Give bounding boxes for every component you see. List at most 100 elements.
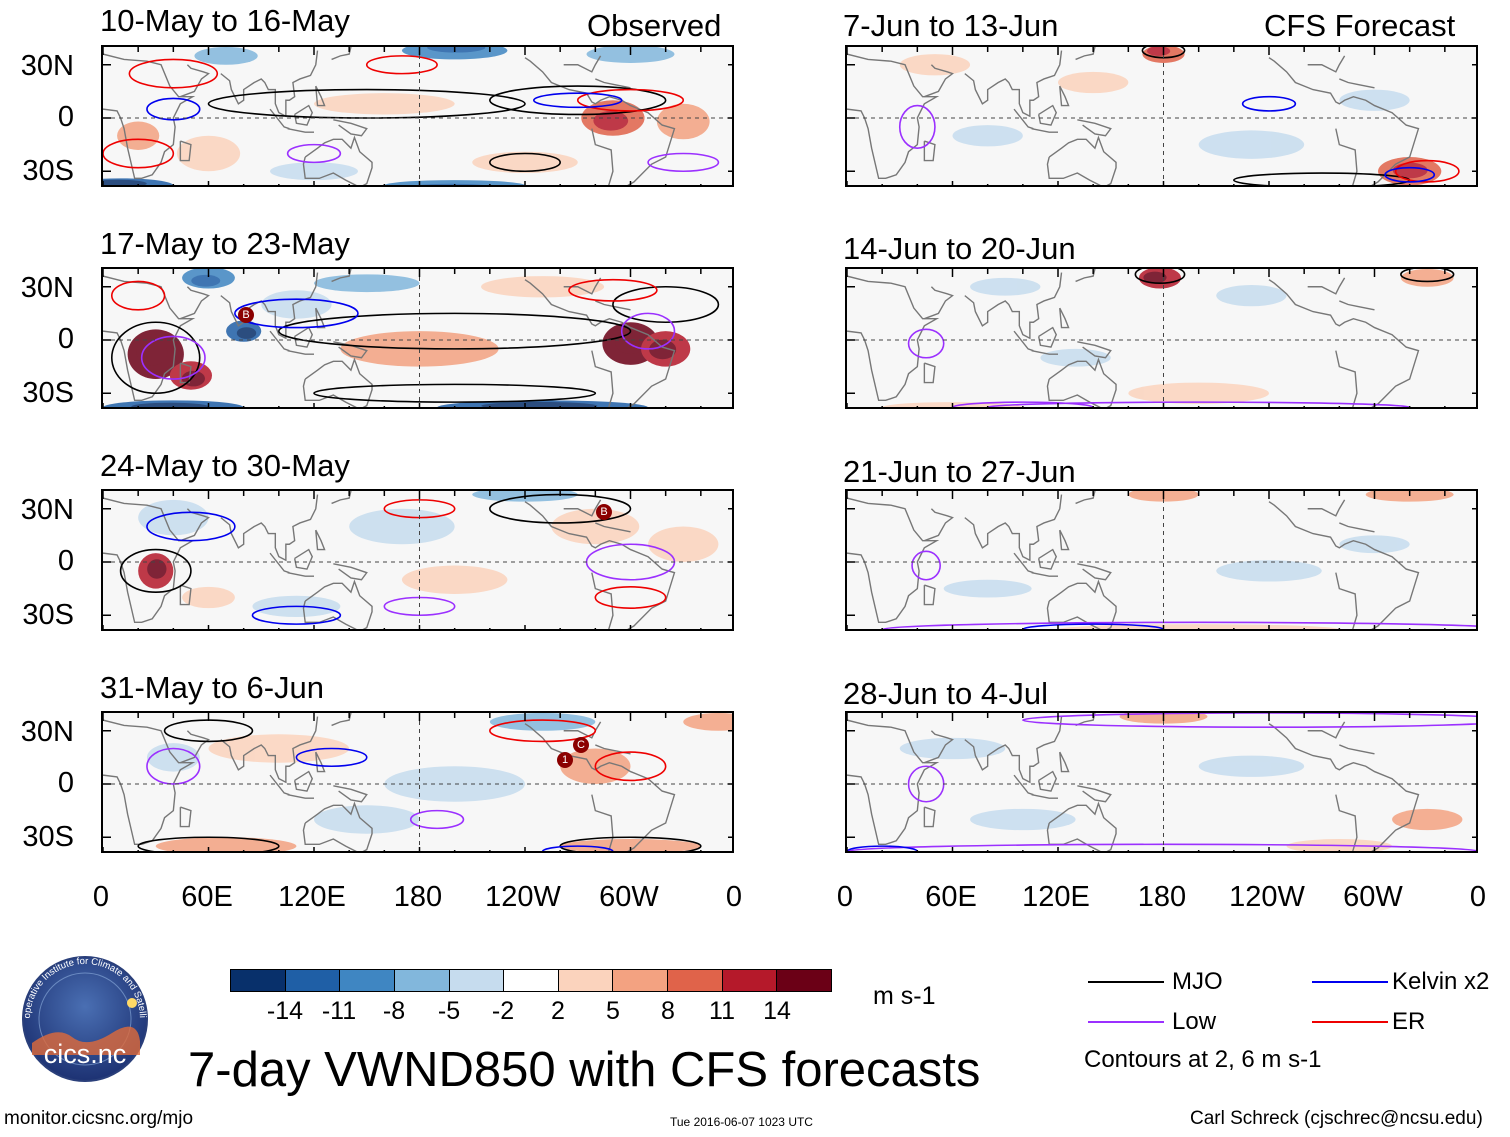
wave-contour	[881, 621, 1476, 629]
wind-anomaly-blob	[970, 277, 1041, 296]
coastline	[287, 127, 314, 133]
wave-contour	[286, 143, 342, 164]
map-panel-fc-1	[845, 45, 1478, 187]
lon-label: 0	[725, 881, 743, 913]
lon-label: 120E	[278, 881, 346, 913]
panel-title-fc-2: 14-Jun to 20-Jun	[843, 231, 1076, 266]
coastline	[1031, 571, 1058, 577]
legend-line-er	[1312, 1021, 1388, 1023]
wind-anomaly-core	[136, 338, 168, 366]
lon-label: 60E	[925, 881, 977, 913]
wave-contour	[647, 152, 720, 173]
coastline	[1059, 529, 1070, 551]
axis-ticks	[103, 491, 732, 629]
wave-contour	[295, 747, 368, 768]
lon-label: 60E	[181, 881, 233, 913]
coastline	[524, 279, 676, 407]
wave-contour	[146, 511, 236, 542]
coastline	[924, 64, 954, 98]
axis-ticks	[847, 269, 1476, 407]
lon-label: 0	[92, 881, 110, 913]
coastline	[269, 330, 290, 352]
coastline	[1031, 349, 1058, 355]
wave-contour	[146, 747, 201, 785]
lat-label-30s: 30S	[22, 377, 74, 409]
coastline	[923, 584, 936, 606]
coastline	[1307, 721, 1346, 739]
wind-anomaly-blob	[138, 499, 209, 536]
coastline	[1031, 793, 1058, 799]
wind-anomaly-core	[427, 47, 486, 53]
wind-anomaly-blob	[1216, 560, 1322, 582]
wind-anomaly-core	[147, 559, 167, 579]
coastline	[287, 349, 314, 355]
coastline	[331, 713, 352, 727]
coastline	[1013, 552, 1034, 574]
wave-contour	[594, 586, 667, 609]
map-panel-fc-3	[845, 489, 1478, 631]
lat-label-30s: 30S	[22, 599, 74, 631]
map-panel-obs-3	[101, 489, 734, 631]
coastline	[1268, 501, 1420, 629]
coastline	[333, 785, 368, 803]
wave-contour	[313, 383, 597, 403]
colorbar-swatch	[504, 970, 559, 991]
coastline	[1339, 744, 1375, 755]
cics-logo-graphic: Cooperative Institute for Climate and Sa…	[9, 947, 148, 1082]
coastline	[964, 50, 1063, 118]
map-panel-obs-2	[101, 267, 734, 409]
wind-anomaly-blob	[1058, 71, 1129, 94]
colorbar-swatch	[449, 970, 505, 991]
colorbar-tick: 8	[661, 997, 675, 1025]
lat-label-30s: 30S	[22, 155, 74, 187]
footer-timestamp: Tue 2016-06-07 1023 UTC	[670, 1115, 813, 1129]
coastline	[1268, 279, 1420, 407]
coastline	[315, 529, 326, 551]
coastline	[1037, 770, 1058, 792]
coastline	[293, 770, 314, 792]
wave-contour	[1241, 95, 1297, 112]
colorbar-tick: -2	[491, 997, 515, 1025]
coastline	[591, 350, 614, 407]
coastlines	[103, 491, 676, 629]
coastline	[1075, 47, 1096, 61]
lon-label: 60W	[1343, 881, 1403, 913]
coastlines	[847, 47, 1420, 185]
coastline	[1075, 491, 1096, 505]
shading-layer	[146, 713, 732, 851]
coastline	[1037, 326, 1058, 348]
wave-contour	[898, 104, 936, 149]
panel-title-fc-4: 28-Jun to 4-Jul	[843, 676, 1049, 711]
wave-contour	[489, 85, 667, 116]
coastline	[1335, 350, 1358, 407]
coastline	[924, 508, 954, 542]
lat-label-eq: 0	[57, 323, 74, 355]
coastlines	[103, 47, 676, 185]
colorbar-swatch	[722, 970, 778, 991]
vwind-field	[847, 713, 1476, 851]
coastline	[923, 140, 936, 162]
coastline	[1339, 522, 1375, 533]
coastline	[315, 85, 326, 107]
vwind-field	[847, 47, 1476, 185]
wave-contour	[951, 401, 1094, 407]
wind-anomaly-blob	[1198, 130, 1305, 159]
coastline	[179, 140, 192, 162]
colorbar-tick: -11	[321, 997, 357, 1025]
wave-contour	[612, 285, 720, 324]
lon-label: 120E	[1022, 881, 1090, 913]
wind-anomaly-blob	[656, 103, 710, 140]
map-background	[847, 269, 1476, 407]
wind-anomaly-blob	[314, 93, 455, 115]
legend-label-mjo: MJO	[1172, 968, 1223, 995]
wave-contour	[907, 328, 945, 359]
footer-source-link[interactable]: monitor.cicsnc.org/mjo	[4, 1108, 194, 1129]
storm-marker: B	[596, 504, 612, 520]
coastline	[302, 357, 373, 407]
wind-anomaly-blob	[1198, 755, 1305, 777]
wave-contour	[251, 605, 342, 625]
storm-marker: B	[238, 307, 254, 323]
lon-label: 0	[1469, 881, 1487, 913]
wave-contour	[103, 138, 175, 169]
lat-label-eq: 0	[57, 767, 74, 799]
